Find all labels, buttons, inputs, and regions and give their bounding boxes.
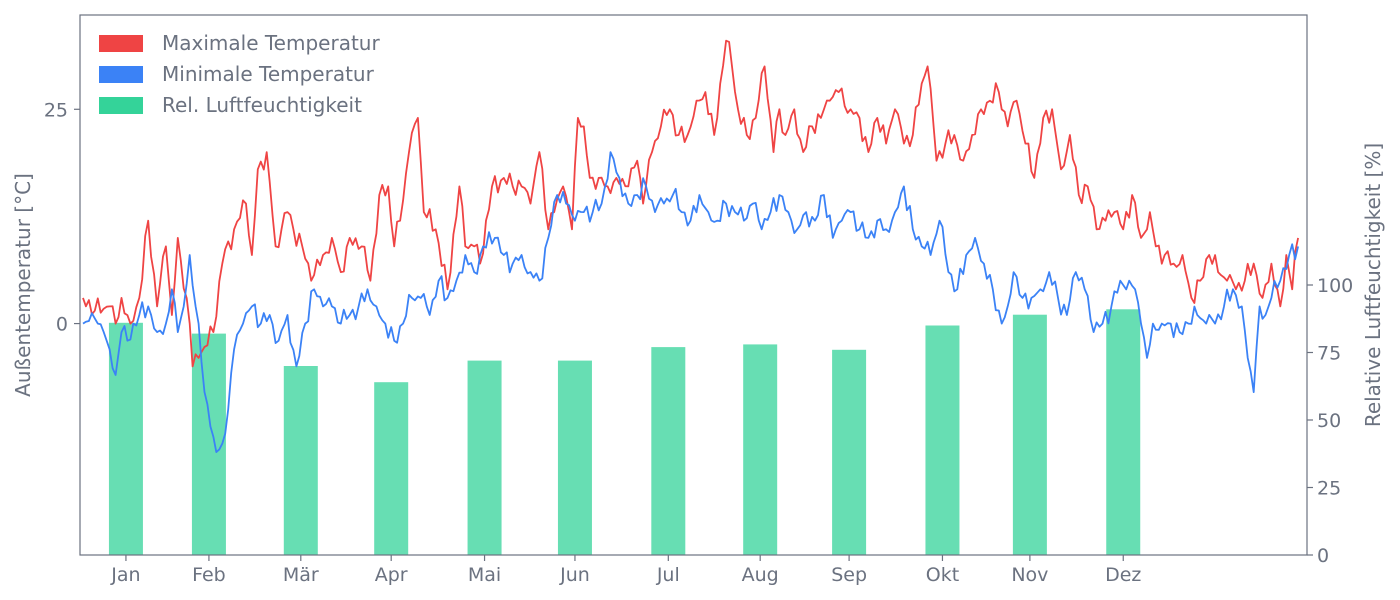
right-y-axis: 0 25 50 75 100	[1307, 275, 1353, 567]
right-y-tick-label: 100	[1317, 275, 1353, 297]
right-y-tick-label: 0	[1317, 545, 1329, 567]
legend-swatch	[99, 97, 143, 114]
left-axis-title: Außentemperatur [°C]	[11, 173, 35, 397]
temperature-lines	[82, 39, 1299, 453]
left-y-axis: 0 25	[44, 99, 80, 336]
left-y-tick-label: 25	[44, 99, 68, 121]
humidity-bar-sep	[832, 349, 867, 555]
humidity-bar-nov	[1012, 314, 1047, 555]
right-y-tick-label: 50	[1317, 410, 1341, 432]
humidity-bar-feb	[191, 333, 226, 555]
x-tick-label-apr: Apr	[375, 564, 408, 586]
humidity-bar-jul	[651, 347, 686, 555]
x-tick-label-jan: Jan	[110, 564, 140, 586]
legend-swatch	[99, 35, 143, 52]
x-tick-label-mär: Mär	[283, 564, 319, 586]
legend-label: Rel. Luftfeuchtigkeit	[162, 93, 362, 117]
x-tick-label-sep: Sep	[831, 564, 867, 586]
legend-swatch	[99, 66, 143, 83]
humidity-bars	[108, 309, 1141, 555]
max-temperature-line	[82, 39, 1299, 368]
humidity-bar-dez	[1106, 309, 1141, 555]
x-tick-label-feb: Feb	[192, 564, 226, 586]
x-tick-label-aug: Aug	[742, 564, 779, 586]
right-y-tick-label: 75	[1317, 343, 1341, 365]
humidity-bar-okt	[925, 325, 960, 555]
humidity-bar-jan	[108, 322, 143, 555]
left-y-tick-label: 0	[56, 314, 68, 336]
x-axis: Jan Feb Mär Apr Mai Jun Jul Aug Sep Okt Nov Dez	[110, 555, 1141, 586]
legend-label: Maximale Temperatur	[162, 31, 380, 55]
humidity-bar-mai	[467, 360, 502, 555]
humidity-bar-mär	[283, 366, 318, 555]
legend-label: Minimale Temperatur	[162, 62, 375, 86]
x-tick-label-jun: Jun	[559, 564, 590, 586]
humidity-bar-aug	[743, 344, 778, 555]
legend: Maximale Temperatur Minimale Temperatur Re…	[99, 31, 380, 117]
x-tick-label-jul: Jul	[656, 564, 680, 586]
min-temperature-line	[82, 151, 1299, 453]
humidity-bar-apr	[374, 382, 409, 555]
humidity-bar-jun	[557, 360, 592, 555]
x-tick-label-nov: Nov	[1011, 564, 1048, 586]
right-axis-title: Relative Luftfeuchtigkeit [%]	[1361, 143, 1385, 427]
right-y-tick-label: 25	[1317, 478, 1341, 500]
x-tick-label-okt: Okt	[926, 564, 959, 586]
x-tick-label-mai: Mai	[468, 564, 501, 586]
x-tick-label-dez: Dez	[1105, 564, 1141, 586]
